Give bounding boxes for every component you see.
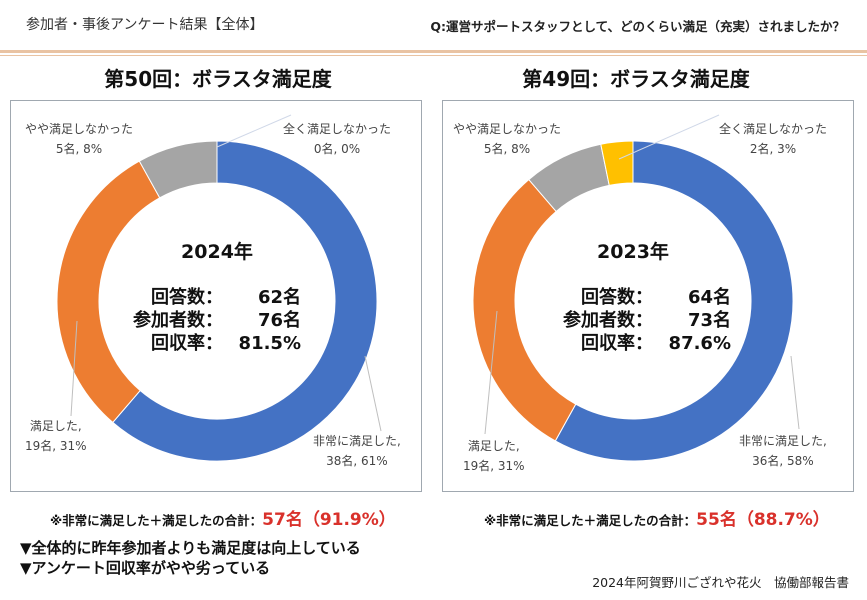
stat-participants: 参加者数： 76名 bbox=[91, 309, 301, 332]
survey-question: Q:運営サポートスタッフとして、どのくらい満足（充実）されましたか？ bbox=[430, 19, 845, 34]
stat-value: 76名 bbox=[257, 310, 301, 331]
total-satisfied-2023: ※非常に満足した＋満足したの合計：55名（88.7%） bbox=[484, 505, 830, 530]
report-footer: 2024年阿賀野川ござれや花火 協働部報告書 bbox=[592, 575, 849, 590]
chart-title-2023: 第49回：ボラスタ満足度 bbox=[522, 67, 750, 91]
label-satisfied: 満足した, 19名, 31% bbox=[25, 416, 87, 456]
note-item: ▼アンケート回収率がやや劣っている bbox=[20, 559, 271, 577]
leader-line-not-satisfied bbox=[618, 114, 720, 160]
slice-somewhat-unsatisfied bbox=[138, 140, 218, 199]
leader-line-satisfied bbox=[70, 320, 78, 417]
leader-line-very-satisfied bbox=[364, 355, 382, 432]
leader-line-very-satisfied bbox=[790, 355, 800, 430]
label-value: 2名, 3% bbox=[749, 142, 797, 156]
total-satisfied-2024: ※非常に満足した＋満足したの合計：57名（91.9%） bbox=[50, 505, 396, 530]
label-very-satisfied: 非常に満足した, 38名, 61% bbox=[313, 431, 401, 471]
center-year: 2023年 bbox=[597, 241, 669, 263]
donut-chart-2023 bbox=[472, 114, 800, 462]
stat-value: 87.6% bbox=[668, 333, 731, 354]
header-divider bbox=[0, 50, 867, 53]
response-stats: 回答数： 62名 参加者数： 76名 回収率： 81.5% bbox=[91, 286, 301, 355]
stat-responses: 回答数： 62名 bbox=[91, 286, 301, 309]
summary-notes: ▼全体的に昨年参加者よりも満足度は向上している ▼アンケート回収率がやや劣ってい… bbox=[20, 538, 361, 578]
stat-collection-rate: 回収率： 87.6% bbox=[521, 332, 731, 355]
stat-collection-rate: 回収率： 81.5% bbox=[91, 332, 301, 355]
label-value: 5名, 8% bbox=[483, 142, 531, 156]
label-text: 満足した, bbox=[29, 419, 82, 433]
label-very-satisfied: 非常に満足した, 36名, 58% bbox=[739, 431, 827, 471]
label-value: 36名, 58% bbox=[752, 454, 814, 468]
label-value: 19名, 31% bbox=[463, 459, 525, 473]
label-value: 38名, 61% bbox=[326, 454, 388, 468]
label-text: やや満足しなかった bbox=[25, 122, 134, 136]
label-text: 全く満足しなかった bbox=[283, 122, 392, 136]
center-year: 2024年 bbox=[181, 241, 253, 263]
label-text: 非常に満足した, bbox=[739, 434, 827, 448]
slice-very-satisfied bbox=[112, 140, 378, 462]
note-item: ▼全体的に昨年参加者よりも満足度は向上している bbox=[20, 539, 361, 557]
stat-participants: 参加者数： 73名 bbox=[521, 309, 731, 332]
stat-key: 参加者数： bbox=[563, 310, 653, 331]
label-value: 0名, 0% bbox=[313, 142, 361, 156]
stat-key: 回答数： bbox=[581, 287, 653, 308]
chart-box-2024: やや満足しなかった 5名, 8% 全く満足しなかった 0名, 0% 満足した, … bbox=[10, 100, 422, 492]
total-value: 57名（91.9%） bbox=[262, 510, 396, 530]
donut-chart-2024 bbox=[56, 114, 382, 462]
section-title: 参加者・事後アンケート結果【全体】 bbox=[26, 17, 264, 33]
stat-value: 73名 bbox=[687, 310, 731, 331]
stat-key: 回答数： bbox=[151, 287, 223, 308]
stat-value: 62名 bbox=[257, 287, 301, 308]
label-not-satisfied: 全く満足しなかった 0名, 0% bbox=[283, 119, 391, 159]
label-text: 満足した, bbox=[467, 439, 520, 453]
slice-not-satisfied bbox=[600, 140, 634, 187]
leader-line-satisfied bbox=[484, 310, 498, 435]
leader-line-not-satisfied bbox=[216, 114, 292, 148]
total-label: ※非常に満足した＋満足したの合計： bbox=[484, 513, 697, 528]
header-divider-thin bbox=[0, 55, 867, 56]
response-stats: 回答数： 64名 参加者数： 73名 回収率： 87.6% bbox=[521, 286, 731, 355]
total-label: ※非常に満足した＋満足したの合計： bbox=[50, 513, 263, 528]
label-satisfied: 満足した, 19名, 31% bbox=[463, 436, 525, 476]
label-somewhat-unsatisfied: やや満足しなかった 5名, 8% bbox=[453, 119, 561, 159]
stat-key: 参加者数： bbox=[133, 310, 223, 331]
label-somewhat-unsatisfied: やや満足しなかった 5名, 8% bbox=[25, 119, 133, 159]
label-text: 非常に満足した, bbox=[313, 434, 401, 448]
stat-responses: 回答数： 64名 bbox=[521, 286, 731, 309]
stat-key: 回収率： bbox=[151, 333, 223, 354]
label-value: 19名, 31% bbox=[25, 439, 87, 453]
label-text: 全く満足しなかった bbox=[719, 122, 828, 136]
label-not-satisfied: 全く満足しなかった 2名, 3% bbox=[719, 119, 827, 159]
label-text: やや満足しなかった bbox=[453, 122, 562, 136]
stat-value: 64名 bbox=[687, 287, 731, 308]
chart-box-2023: やや満足しなかった 5名, 8% 全く満足しなかった 2名, 3% 満足した, … bbox=[442, 100, 854, 492]
label-value: 5名, 8% bbox=[55, 142, 103, 156]
chart-title-2024: 第50回：ボラスタ満足度 bbox=[104, 67, 332, 91]
stat-value: 81.5% bbox=[238, 333, 301, 354]
total-value: 55名（88.7%） bbox=[696, 510, 830, 530]
stat-key: 回収率： bbox=[581, 333, 653, 354]
slice-very-satisfied bbox=[554, 140, 794, 462]
